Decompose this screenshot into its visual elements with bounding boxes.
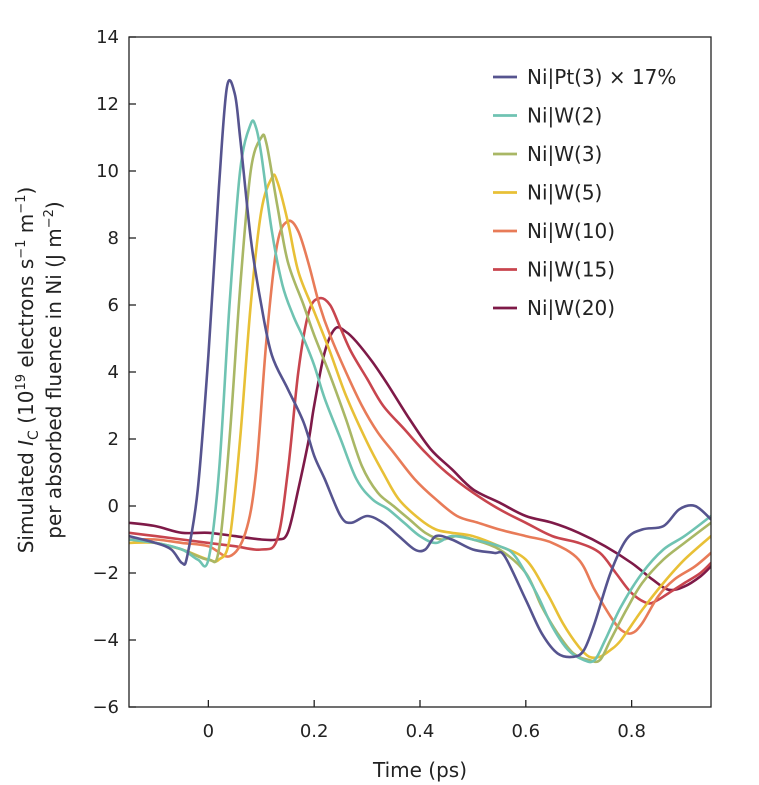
- legend: Ni|Pt(3) × 17% Ni|W(2) Ni|W(3) Ni|W(5) Ni|W(…: [493, 65, 676, 320]
- legend-label: Ni|W(2): [527, 104, 602, 128]
- x-tick-label: 0.2: [300, 721, 329, 742]
- y-label-exp-neg1a: −1: [14, 240, 29, 259]
- series-line-3: [129, 133, 711, 664]
- y-tick-label: 0: [108, 496, 119, 517]
- legend-label: Ni|Pt(3) × 17%: [527, 65, 676, 89]
- series-line-6: [129, 296, 711, 605]
- legend-label: Ni|W(3): [527, 142, 602, 166]
- y-label-exp19: 19: [14, 374, 29, 391]
- y-axis-label-line2: per absorbed fluence in Ni (J m−2): [42, 201, 66, 538]
- y-label2-close: ): [42, 201, 66, 209]
- y-tick-label: 6: [108, 295, 119, 316]
- y-label-m: m: [14, 214, 38, 240]
- series-line-4: [129, 173, 711, 660]
- y-tick-label: −4: [92, 630, 119, 651]
- legend-label: Ni|W(15): [527, 258, 615, 282]
- y-label-symbol-sub: C: [26, 430, 42, 440]
- y-label-exp-neg1b: −1: [14, 195, 29, 214]
- y-tick-label: 8: [108, 228, 119, 249]
- legend-label: Ni|W(20): [527, 296, 615, 320]
- x-tick-label: 0.6: [511, 721, 540, 742]
- y-label-mid: (10: [14, 391, 38, 431]
- y-tick-label: −6: [92, 697, 119, 718]
- y-tick-label: 12: [96, 94, 119, 115]
- y-tick-label: −2: [92, 563, 119, 584]
- y-axis-label-line1: Simulated IC (1019 electrons s−1 m−1): [14, 187, 42, 554]
- y-label-close1: ): [14, 187, 38, 195]
- y-tick-label: 14: [96, 27, 119, 48]
- y-label-symbol: I: [14, 440, 38, 446]
- series-line-1: [129, 79, 711, 659]
- legend-label: Ni|W(10): [527, 219, 615, 243]
- series-line-7: [129, 325, 711, 592]
- x-tick-label: 0.8: [617, 721, 646, 742]
- legend-label: Ni|W(5): [527, 181, 602, 205]
- series-lines: [129, 79, 711, 664]
- series-line-2: [129, 119, 711, 664]
- y-label2-pre: per absorbed fluence in Ni (J m: [42, 228, 66, 538]
- y-label2-exp-neg2: −2: [42, 209, 57, 228]
- y-tick-label: 2: [108, 429, 119, 450]
- y-tick-label: 10: [96, 161, 119, 182]
- x-axis-label: Time (ps): [372, 758, 467, 782]
- series-line-5: [129, 219, 711, 635]
- y-label-pre: Simulated: [14, 446, 38, 553]
- y-label-units: electrons s: [14, 259, 38, 374]
- y-tick-label: 4: [108, 362, 119, 383]
- x-tick-label: 0.4: [406, 721, 435, 742]
- x-tick-label: 0: [203, 721, 214, 742]
- plot-frame: [128, 36, 712, 708]
